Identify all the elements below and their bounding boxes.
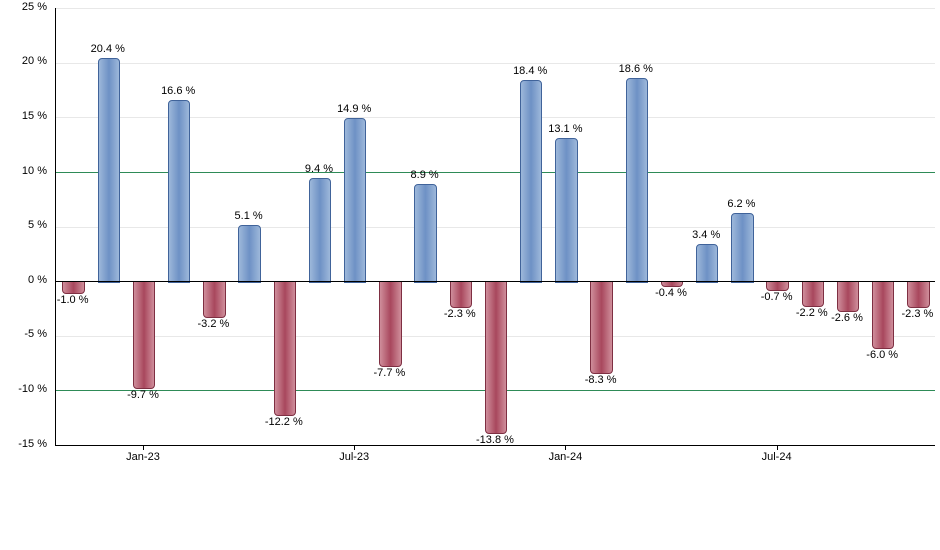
bar-value-label: -2.3 %	[901, 308, 933, 320]
bar-body	[98, 58, 120, 283]
axis-line	[143, 445, 144, 450]
bar-value-label: -0.4 %	[655, 287, 687, 299]
y-axis-tick-label: 5 %	[0, 219, 47, 231]
y-axis-tick-label: 25 %	[0, 1, 47, 13]
bar-value-label: -3.2 %	[197, 318, 229, 330]
chart-bar: -8.3 %	[590, 281, 610, 372]
axis-line	[55, 8, 56, 445]
bar-body	[379, 281, 401, 367]
plot-area: -1.0 % 20.4 % -9.7 % 16.6 % -3.2 % 5.1 % -12.2…	[55, 8, 935, 445]
chart-bar: 18.4 %	[520, 80, 540, 281]
chart-bar: 9.4 %	[309, 178, 329, 281]
y-axis-tick-label: 10 %	[0, 165, 47, 177]
chart-bar: -9.7 %	[133, 281, 153, 387]
chart-bar: -2.2 %	[802, 281, 822, 305]
bar-value-label: -2.6 %	[831, 312, 863, 324]
bar-value-label: -6.0 %	[866, 349, 898, 361]
chart-bar: -2.3 %	[907, 281, 927, 306]
bar-body	[203, 281, 225, 318]
axis-line	[565, 445, 566, 450]
bar-value-label: -2.3 %	[444, 308, 476, 320]
chart-bar: -13.8 %	[485, 281, 505, 432]
chart-bar: -6.0 %	[872, 281, 892, 347]
bar-value-label: -12.2 %	[265, 416, 303, 428]
chart-bar: 3.4 %	[696, 244, 716, 281]
bar-body	[414, 184, 436, 283]
y-axis-tick-label: -5 %	[0, 328, 47, 340]
bar-body	[696, 244, 718, 283]
bar-value-label: -2.2 %	[796, 307, 828, 319]
chart-bar: -2.3 %	[450, 281, 470, 306]
x-axis-tick-label: Jul-24	[737, 451, 817, 463]
bar-body	[168, 100, 190, 283]
axis-line	[55, 445, 935, 446]
bar-value-label: 6.2 %	[727, 198, 755, 210]
bar-value-label: -7.7 %	[373, 367, 405, 379]
bar-body	[872, 281, 894, 349]
x-axis-tick-label: Jan-23	[103, 451, 183, 463]
y-axis-tick-label: 15 %	[0, 110, 47, 122]
chart-bar: -12.2 %	[274, 281, 294, 414]
bar-value-label: 20.4 %	[91, 43, 125, 55]
chart-bar: -0.7 %	[766, 281, 786, 289]
bar-body	[590, 281, 612, 374]
gridline	[55, 8, 935, 9]
bar-value-label: 5.1 %	[235, 210, 263, 222]
bar-value-label: 9.4 %	[305, 163, 333, 175]
chart-bar: 16.6 %	[168, 100, 188, 281]
bar-body	[344, 118, 366, 283]
bar-value-label: -0.7 %	[761, 291, 793, 303]
chart-bar: 8.9 %	[414, 184, 434, 281]
bar-value-label: -1.0 %	[57, 294, 89, 306]
chart-bar: 14.9 %	[344, 118, 364, 281]
chart-bar: 5.1 %	[238, 225, 258, 281]
y-axis-tick-label: -15 %	[0, 438, 47, 450]
x-axis-tick-label: Jul-23	[314, 451, 394, 463]
bar-body	[520, 80, 542, 283]
x-axis-tick-label: Jan-24	[525, 451, 605, 463]
bar-value-label: 13.1 %	[548, 123, 582, 135]
chart-bar: 20.4 %	[98, 58, 118, 281]
bar-body	[555, 138, 577, 283]
chart-bar: -3.2 %	[203, 281, 223, 316]
bar-value-label: 18.6 %	[619, 63, 653, 75]
bar-value-label: 14.9 %	[337, 103, 371, 115]
y-axis-tick-label: 20 %	[0, 55, 47, 67]
bar-body	[62, 281, 84, 294]
bar-body	[626, 78, 648, 283]
chart-bar: 6.2 %	[731, 213, 751, 281]
bar-body	[309, 178, 331, 283]
bar-value-label: 8.9 %	[411, 169, 439, 181]
chart-bar: -1.0 %	[62, 281, 82, 292]
chart-bar: 18.6 %	[626, 78, 646, 281]
bar-value-label: 16.6 %	[161, 85, 195, 97]
chart-bar: -7.7 %	[379, 281, 399, 365]
bar-body	[766, 281, 788, 291]
chart-bar: 13.1 %	[555, 138, 575, 281]
y-axis-tick-label: 0 %	[0, 274, 47, 286]
bar-body	[274, 281, 296, 416]
chart-bar: -2.6 %	[837, 281, 857, 309]
bar-value-label: 3.4 %	[692, 229, 720, 241]
bar-body	[238, 225, 260, 283]
bar-body	[802, 281, 824, 307]
axis-line	[777, 445, 778, 450]
bar-value-label: 18.4 %	[513, 65, 547, 77]
bar-value-label: -8.3 %	[585, 374, 617, 386]
gridline	[55, 63, 935, 64]
axis-line	[354, 445, 355, 450]
axis-line	[55, 281, 935, 282]
chart: -1.0 % 20.4 % -9.7 % 16.6 % -3.2 % 5.1 % -12.2…	[0, 0, 940, 550]
y-axis-tick-label: -10 %	[0, 383, 47, 395]
bar-body	[450, 281, 472, 308]
bar-value-label: -9.7 %	[127, 389, 159, 401]
bar-body	[133, 281, 155, 389]
bar-body	[837, 281, 859, 311]
bar-body	[907, 281, 929, 308]
bar-body	[731, 213, 753, 283]
bar-body	[485, 281, 507, 434]
